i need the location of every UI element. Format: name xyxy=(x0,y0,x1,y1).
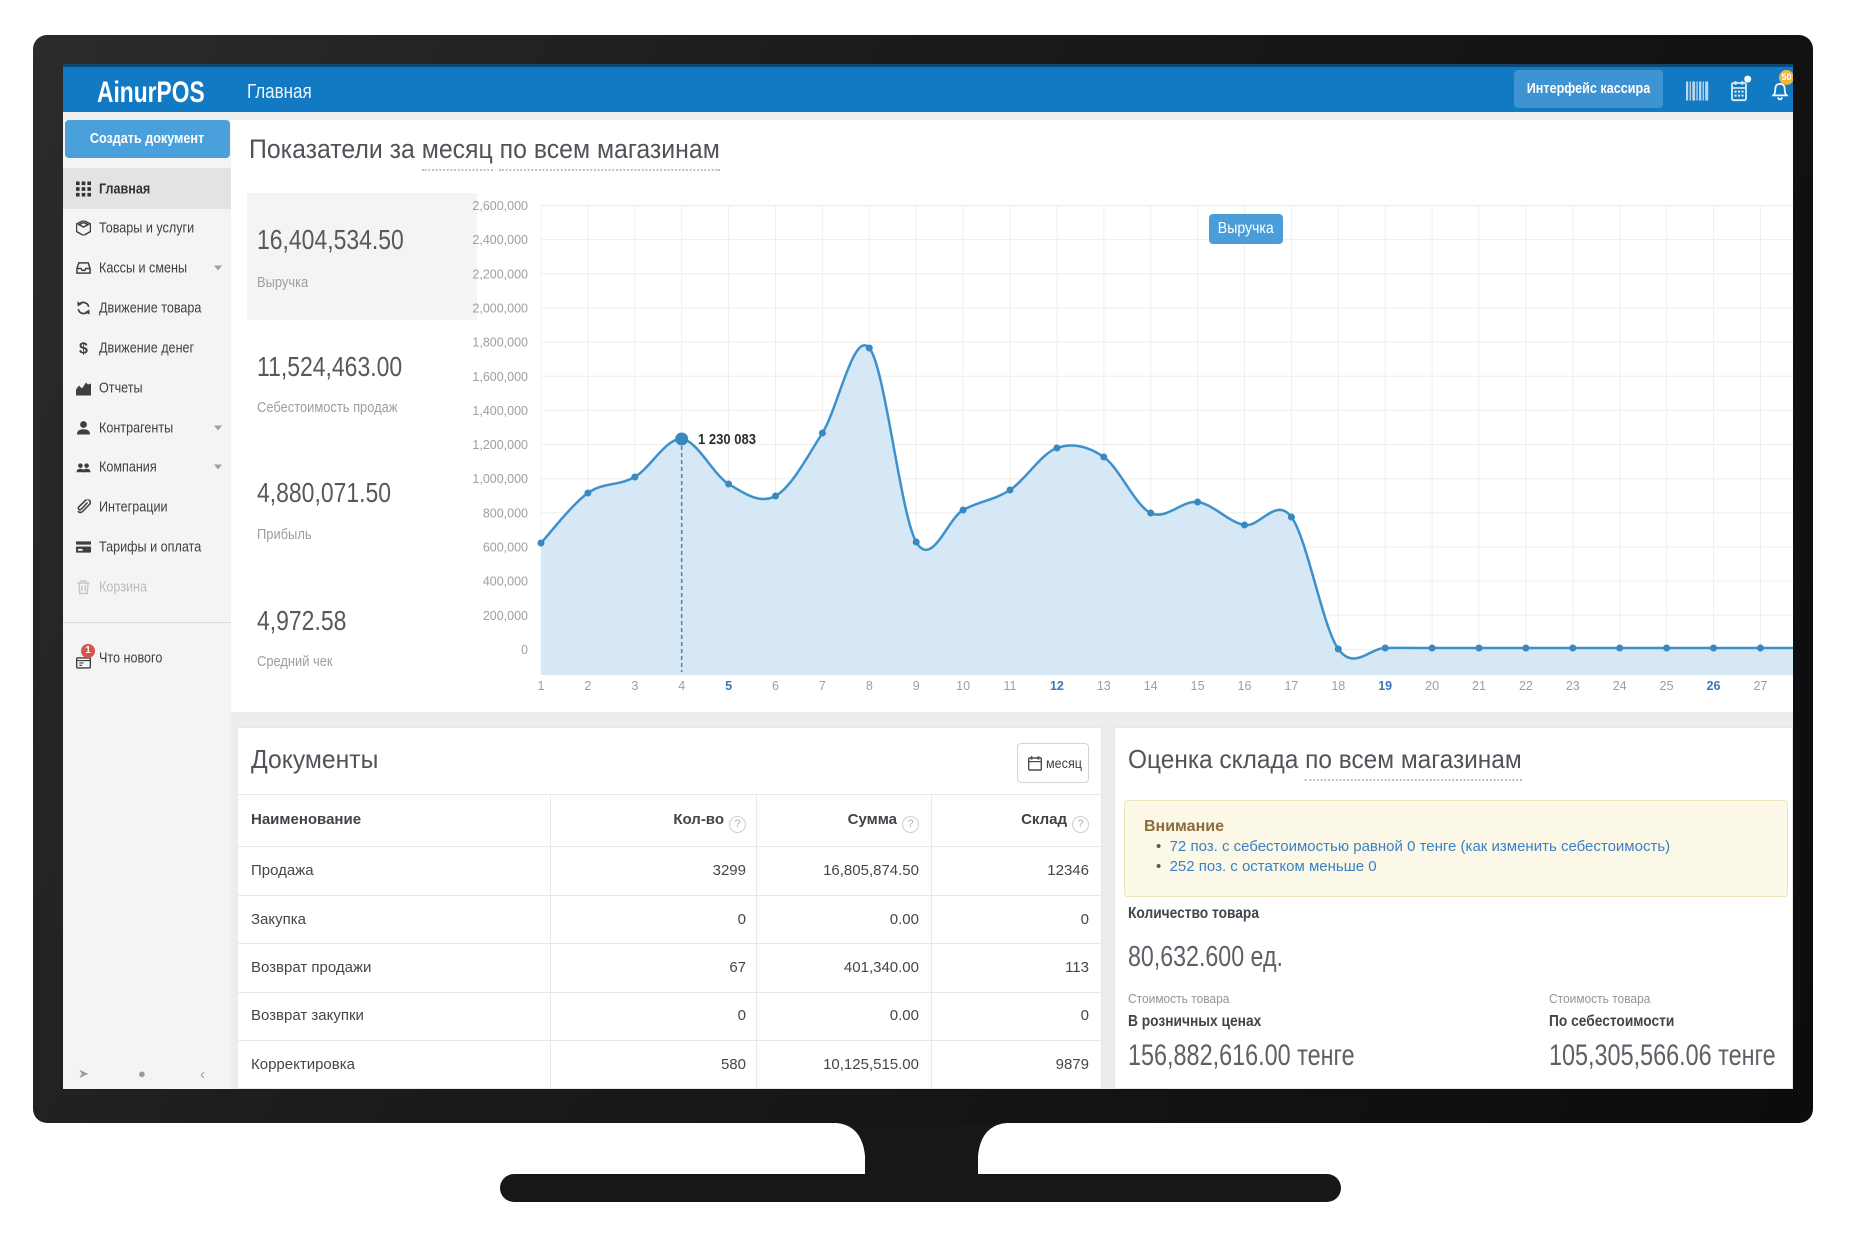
svg-text:9: 9 xyxy=(913,679,920,693)
svg-text:6: 6 xyxy=(772,679,779,693)
svg-text:26: 26 xyxy=(1707,679,1721,693)
svg-text:25: 25 xyxy=(1660,679,1674,693)
svg-text:2,000,000: 2,000,000 xyxy=(472,301,528,315)
svg-text:1,200,000: 1,200,000 xyxy=(472,438,528,452)
svg-text:600,000: 600,000 xyxy=(483,541,528,555)
svg-text:13: 13 xyxy=(1097,679,1111,693)
svg-text:1: 1 xyxy=(538,679,545,693)
svg-text:8: 8 xyxy=(866,679,873,693)
svg-text:400,000: 400,000 xyxy=(483,575,528,589)
svg-text:12: 12 xyxy=(1050,679,1064,693)
svg-text:14: 14 xyxy=(1144,679,1158,693)
svg-text:21: 21 xyxy=(1472,679,1486,693)
svg-text:27: 27 xyxy=(1753,679,1767,693)
svg-text:23: 23 xyxy=(1566,679,1580,693)
svg-text:17: 17 xyxy=(1284,679,1298,693)
svg-text:2,400,000: 2,400,000 xyxy=(472,233,528,247)
svg-text:3: 3 xyxy=(631,679,638,693)
svg-text:5: 5 xyxy=(725,679,732,693)
svg-text:22: 22 xyxy=(1519,679,1533,693)
svg-text:1,800,000: 1,800,000 xyxy=(472,336,528,350)
svg-text:1,000,000: 1,000,000 xyxy=(472,472,528,486)
svg-text:7: 7 xyxy=(819,679,826,693)
svg-text:2,200,000: 2,200,000 xyxy=(472,267,528,281)
svg-text:11: 11 xyxy=(1004,679,1017,693)
svg-text:2,600,000: 2,600,000 xyxy=(472,199,528,213)
svg-text:1 230 083: 1 230 083 xyxy=(698,431,756,448)
svg-text:0: 0 xyxy=(521,643,528,657)
svg-text:15: 15 xyxy=(1191,679,1205,693)
svg-text:4: 4 xyxy=(678,679,685,693)
svg-text:20: 20 xyxy=(1425,679,1439,693)
svg-text:24: 24 xyxy=(1613,679,1627,693)
svg-text:2: 2 xyxy=(584,679,591,693)
svg-text:16: 16 xyxy=(1238,679,1252,693)
svg-text:10: 10 xyxy=(956,679,970,693)
svg-text:200,000: 200,000 xyxy=(483,609,528,623)
svg-text:1,400,000: 1,400,000 xyxy=(472,404,528,418)
svg-text:18: 18 xyxy=(1331,679,1345,693)
svg-text:19: 19 xyxy=(1378,679,1392,693)
svg-text:800,000: 800,000 xyxy=(483,506,528,520)
svg-text:1,600,000: 1,600,000 xyxy=(472,370,528,384)
